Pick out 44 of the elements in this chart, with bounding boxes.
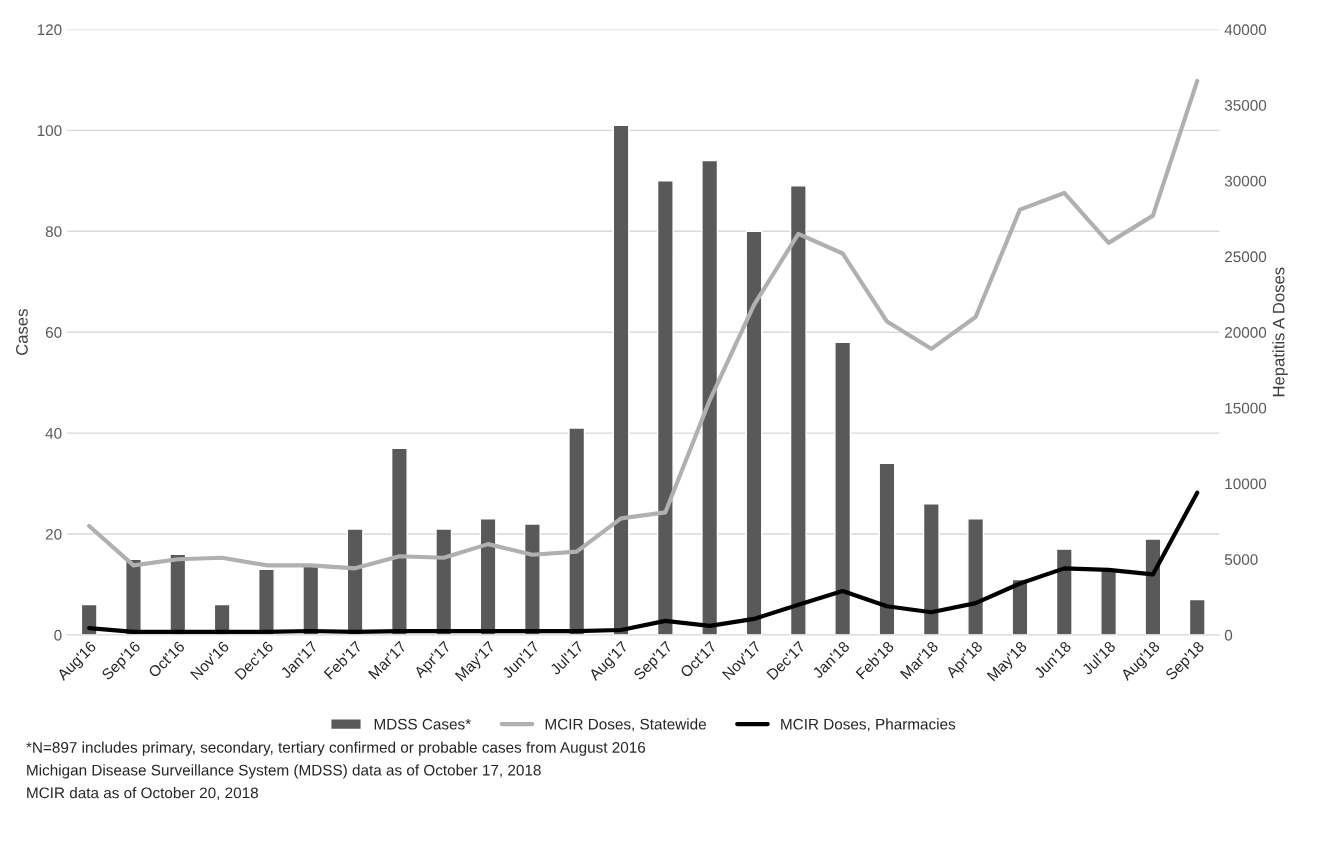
legend-label: MDSS Cases* bbox=[374, 718, 471, 730]
y-tick-label: 20 bbox=[45, 528, 62, 540]
line-series bbox=[87, 490, 1200, 635]
bar bbox=[612, 124, 630, 635]
y2-tick-label: 10000 bbox=[1225, 478, 1267, 490]
y-tick-label: 100 bbox=[37, 125, 62, 137]
y2-axis-title: Hepatitis A Doses bbox=[1272, 267, 1288, 397]
bar bbox=[1144, 538, 1162, 635]
y2-tick-label: 20000 bbox=[1225, 327, 1267, 338]
y-axis-title: Cases bbox=[16, 309, 28, 355]
y-tick-label: 120 bbox=[37, 24, 62, 36]
bar bbox=[390, 447, 408, 635]
bar bbox=[1055, 548, 1073, 635]
y2-tick-label: 35000 bbox=[1224, 99, 1267, 111]
bar bbox=[922, 503, 940, 635]
text: *N=897 includes primary, secondary, tertiary confirmed or probable cases from August 2016 bbox=[26, 741, 646, 756]
bar bbox=[789, 185, 807, 635]
line-series bbox=[87, 78, 1200, 571]
bar bbox=[1188, 598, 1206, 635]
y-tick-label: 80 bbox=[45, 226, 62, 237]
bar bbox=[701, 159, 719, 635]
legend-label: MCIR Doses, Pharmacies bbox=[781, 718, 956, 732]
bar bbox=[435, 528, 453, 635]
bar bbox=[878, 462, 896, 635]
bar bbox=[479, 518, 497, 635]
y2-tick-label: 0 bbox=[1224, 629, 1233, 641]
legend-label: MCIR Doses, Statewide bbox=[545, 718, 706, 732]
bar bbox=[1011, 578, 1029, 635]
bar bbox=[656, 180, 674, 635]
bar bbox=[967, 518, 985, 635]
bar bbox=[523, 523, 541, 635]
y2-tick-label: 25000 bbox=[1225, 251, 1267, 263]
y2-tick-label: 30000 bbox=[1224, 175, 1267, 187]
bar bbox=[834, 341, 852, 635]
y2-tick-label: 40000 bbox=[1224, 24, 1267, 36]
text: MCIR data as of October 20, 2018 bbox=[27, 787, 258, 801]
y-tick-label: 0 bbox=[54, 629, 62, 641]
y2-tick-label: 15000 bbox=[1225, 402, 1267, 414]
y2-tick-label: 5000 bbox=[1224, 554, 1258, 565]
y-tick-label: 40 bbox=[45, 427, 62, 439]
bar bbox=[568, 427, 586, 635]
text: Michigan Disease Surveillance System (MDSS) data as of October 17, 2018 bbox=[27, 764, 541, 779]
bar bbox=[745, 230, 763, 635]
y-tick-label: 60 bbox=[45, 327, 62, 338]
